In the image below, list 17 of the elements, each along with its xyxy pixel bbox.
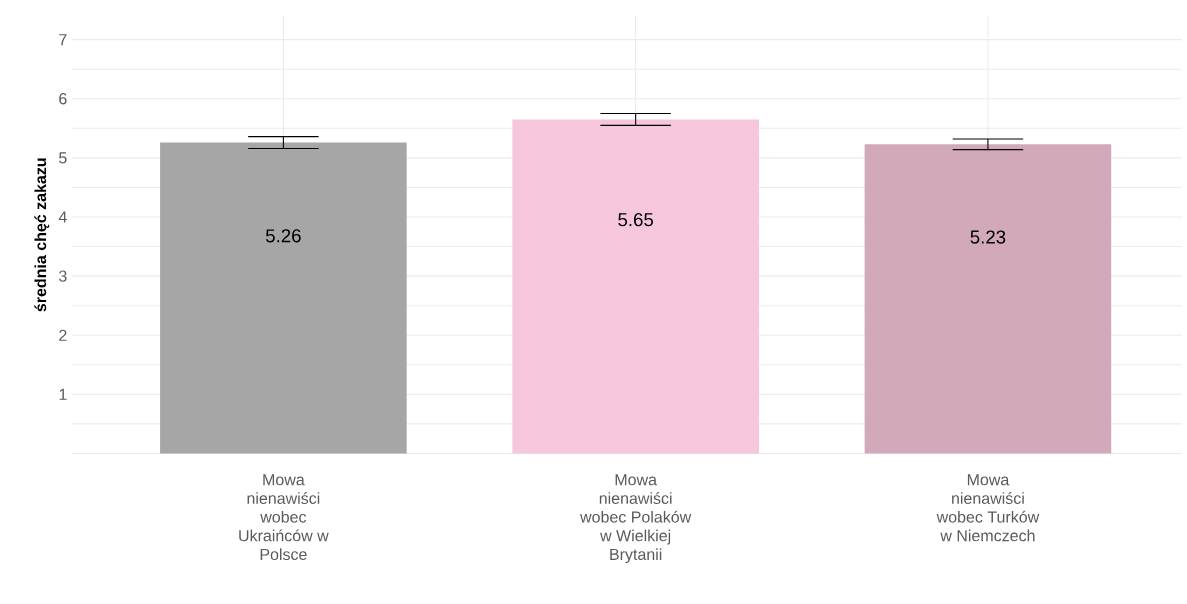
y-tick-label: 5: [59, 152, 67, 164]
y-tick-label: 7: [59, 34, 67, 46]
y-tick-label: 1: [59, 388, 67, 400]
y-tick-label: 4: [58, 211, 67, 223]
x-tick-label: Mowa nienawiści wobec Turków w Niemczech: [936, 474, 1040, 542]
bar: [160, 142, 407, 454]
bar: [864, 144, 1112, 454]
y-axis-title: średnia chęć zakazu: [34, 158, 50, 312]
x-tick-label: Mowa nienawiści wobec Ukraińców w Polsce: [239, 474, 329, 560]
y-tick-label: 2: [59, 329, 67, 341]
y-tick-label: 6: [59, 93, 67, 105]
data-label: 5.65: [618, 212, 654, 227]
data-label: 5.23: [970, 230, 1006, 244]
bar: [512, 119, 759, 454]
y-tick-label: 3: [59, 270, 67, 282]
data-label: 5.26: [265, 229, 301, 243]
x-tick-label: Mowa nienawiści wobec Polaków w Wielkiej Brytanii: [580, 474, 692, 564]
